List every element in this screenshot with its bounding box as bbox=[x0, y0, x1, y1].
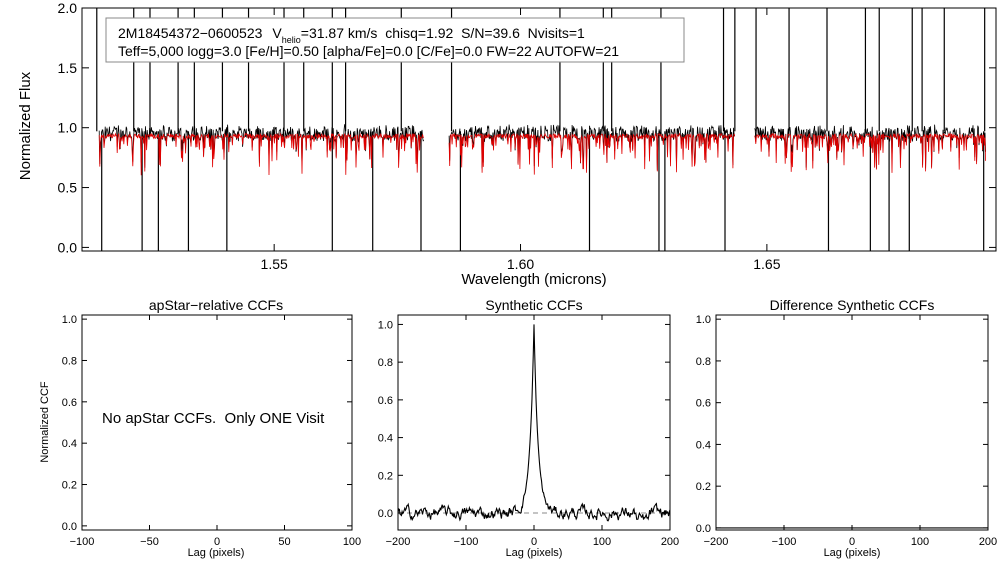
model-spectrum-series bbox=[98, 132, 986, 176]
synthetic-ccf-panel: Synthetic CCFs −200 −100 0 100 200 0.0 0.2 0.4 0… bbox=[378, 297, 679, 559]
difference-ccf-panel: Difference Synthetic CCFs −200 −100 0 100 20… bbox=[696, 297, 997, 559]
header-info-box bbox=[105, 17, 685, 63]
y-tick-label: 0.8 bbox=[378, 357, 393, 369]
vhelio-value: =31.87 km/s chisq=1.92 S/N=39.6 Nvisits=… bbox=[301, 25, 585, 41]
apstar-ccf-panel: apStar−relative CCFs −100 −50 0 50 100 0.0 0.2… bbox=[39, 297, 361, 559]
x-tick-label: 0 bbox=[531, 536, 537, 548]
y-tick-label: 1.0 bbox=[62, 314, 77, 326]
spectrum-axes-frame bbox=[81, 7, 997, 252]
x-tick-label: 50 bbox=[278, 536, 290, 548]
y-tick-label: 0.6 bbox=[696, 398, 711, 410]
y-tick-label: 1.5 bbox=[58, 60, 78, 76]
apstar-ccf-ticks: −100 −50 0 50 100 0.0 0.2 0.4 0.6 0.8 1.0 bbox=[62, 314, 361, 548]
apstar-ccf-xlabel: Lag (pixels) bbox=[188, 547, 245, 559]
difference-ccf-ticks: −200 −100 0 100 200 0.0 0.2 0.4 0.6 0.8 1.0 bbox=[696, 314, 997, 548]
x-tick-label: 1.60 bbox=[507, 256, 534, 272]
header-line-1: 2M18454372−0600523 Vhelio=31.87 km/s chis… bbox=[118, 25, 585, 45]
y-tick-label: 0.6 bbox=[378, 395, 393, 407]
y-tick-label: 0.2 bbox=[62, 479, 77, 491]
y-tick-label: 1.0 bbox=[58, 120, 78, 136]
y-tick-label: 0.0 bbox=[58, 239, 78, 255]
y-tick-label: 2.0 bbox=[58, 0, 78, 16]
observed-spectrum-chip-2 bbox=[448, 124, 736, 171]
y-tick-label: 0.4 bbox=[378, 433, 393, 445]
y-tick-label: 0.4 bbox=[696, 439, 711, 451]
synthetic-ccf-title: Synthetic CCFs bbox=[485, 297, 582, 313]
y-tick-label: 0.4 bbox=[62, 438, 77, 450]
x-tick-label: 0 bbox=[849, 536, 855, 548]
synthetic-ccf-ticks: −200 −100 0 100 200 0.0 0.2 0.4 0.6 0.8 1.0 bbox=[378, 315, 679, 548]
difference-ccf-xlabel: Lag (pixels) bbox=[824, 547, 881, 559]
spectrum-xlabel: Wavelength (microns) bbox=[461, 271, 606, 288]
star-id: 2M18454372−0600523 bbox=[118, 25, 263, 41]
synthetic-ccf-axes-frame bbox=[397, 314, 671, 531]
x-tick-label: −200 bbox=[704, 536, 729, 548]
x-tick-label: 200 bbox=[661, 536, 679, 548]
apstar-ccf-ylabel: Normalized CCF bbox=[39, 381, 51, 463]
y-tick-label: 0.2 bbox=[696, 481, 711, 493]
x-tick-label: 100 bbox=[593, 536, 611, 548]
y-tick-label: 0.0 bbox=[62, 521, 77, 533]
y-tick-label: 1.0 bbox=[696, 314, 711, 326]
x-tick-label: −100 bbox=[70, 536, 95, 548]
x-tick-label: −100 bbox=[454, 536, 479, 548]
y-tick-label: 0.8 bbox=[62, 355, 77, 367]
vhelio-label: V bbox=[272, 25, 282, 41]
synthetic-ccf-xlabel: Lag (pixels) bbox=[506, 547, 563, 559]
x-tick-label: −100 bbox=[772, 536, 797, 548]
x-tick-label: −50 bbox=[140, 536, 159, 548]
y-tick-label: 0.2 bbox=[378, 470, 393, 482]
y-tick-label: 0.6 bbox=[62, 397, 77, 409]
synthetic-ccf-series-line bbox=[397, 324, 671, 522]
header-line-2: Teff=5,000 logg=3.0 [Fe/H]=0.50 [alpha/F… bbox=[118, 43, 619, 59]
x-tick-label: 100 bbox=[343, 536, 361, 548]
model-spectrum-chip-2 bbox=[448, 132, 736, 175]
x-tick-label: 100 bbox=[911, 536, 929, 548]
model-spectrum-chip-1 bbox=[98, 132, 425, 176]
x-tick-label: 0 bbox=[214, 536, 220, 548]
spectrum-ticks: 1.55 1.60 1.65 0.0 0.5 1.0 1.5 2.0 bbox=[58, 0, 996, 272]
vhelio-subscript: helio bbox=[282, 35, 301, 45]
y-tick-label: 0.5 bbox=[58, 180, 78, 196]
difference-ccf-title: Difference Synthetic CCFs bbox=[770, 297, 935, 313]
spectrum-ylabel: Normalized Flux bbox=[17, 71, 34, 180]
apstar-ccf-annotation: No apStar CCFs. Only ONE Visit bbox=[102, 410, 325, 427]
x-tick-label: 1.65 bbox=[753, 256, 780, 272]
difference-ccf-axes-frame bbox=[715, 314, 989, 531]
model-spectrum-chip-3 bbox=[754, 132, 986, 173]
x-tick-label: −200 bbox=[386, 536, 411, 548]
y-tick-label: 0.8 bbox=[696, 356, 711, 368]
y-tick-label: 0.0 bbox=[378, 508, 393, 520]
y-tick-label: 0.0 bbox=[696, 523, 711, 535]
x-tick-label: 1.55 bbox=[261, 256, 288, 272]
spectrum-panel: 1.55 1.60 1.65 0.0 0.5 1.0 1.5 2.0 Normalized F… bbox=[17, 0, 997, 288]
y-tick-label: 1.0 bbox=[378, 319, 393, 331]
x-tick-label: 200 bbox=[979, 536, 997, 548]
apstar-ccf-title: apStar−relative CCFs bbox=[149, 297, 283, 313]
